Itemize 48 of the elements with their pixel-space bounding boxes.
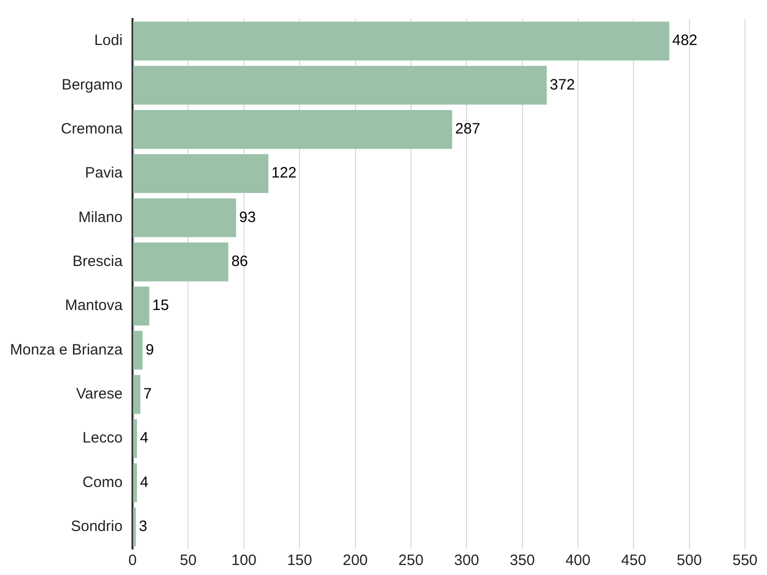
data-label: 122 [271, 164, 296, 182]
y-tick-label: Mantova [65, 297, 124, 314]
data-label: 4 [140, 430, 148, 447]
data-label: 86 [231, 253, 248, 270]
y-tick-label: Pavia [85, 164, 124, 182]
data-label: 9 [146, 341, 154, 358]
x-tick-label: 500 [676, 552, 702, 570]
data-label: 287 [455, 120, 480, 138]
x-tick-label: 250 [398, 552, 424, 570]
y-tick-label: Lecco [82, 430, 123, 447]
y-tick-label: Bergamo [62, 76, 123, 94]
bar [133, 374, 140, 414]
bar [133, 419, 138, 458]
data-label: 372 [550, 76, 575, 94]
bar [133, 22, 670, 61]
bar [133, 463, 138, 502]
x-tick-label: 400 [565, 552, 590, 570]
y-tick-label: Sondrio [70, 518, 123, 536]
data-label: 3 [138, 518, 148, 536]
bar [133, 286, 150, 326]
data-label: 15 [152, 297, 169, 314]
y-tick-label: Lodi [94, 32, 123, 50]
x-tick-label: 450 [621, 552, 646, 570]
bar [133, 110, 452, 149]
data-label: 482 [672, 32, 698, 50]
y-tick-label: Varese [76, 386, 123, 403]
x-tick-label: 100 [231, 552, 256, 570]
data-label: 93 [239, 208, 256, 226]
y-tick-label: Monza e Brianza [10, 341, 124, 358]
y-tick-label: Como [82, 474, 123, 491]
x-tick-label: 300 [454, 552, 480, 570]
x-tick-label: 200 [342, 552, 368, 570]
data-label: 7 [143, 386, 152, 403]
x-tick-label: 150 [287, 552, 312, 570]
x-tick-label: 50 [180, 552, 197, 570]
x-tick-label: 350 [510, 552, 535, 570]
data-label: 4 [140, 474, 148, 491]
y-tick-label: Cremona [60, 120, 124, 138]
bar [133, 198, 236, 238]
bar [133, 154, 268, 194]
bar [133, 66, 547, 105]
bar [133, 242, 228, 282]
x-tick-label: 0 [128, 552, 137, 570]
bar [133, 330, 143, 370]
y-tick-label: Milano [78, 208, 123, 226]
x-tick-label: 550 [732, 552, 758, 570]
bar [133, 507, 136, 546]
y-tick-label: Brescia [72, 253, 124, 270]
